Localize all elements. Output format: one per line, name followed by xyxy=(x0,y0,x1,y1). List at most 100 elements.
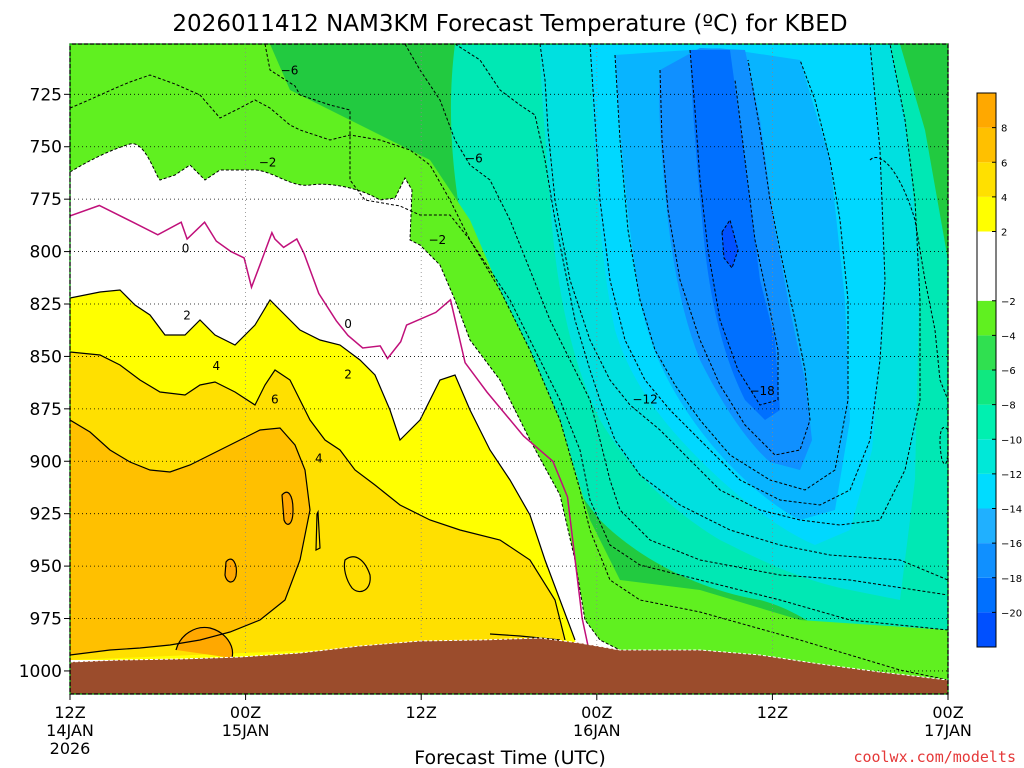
x-tick-date: 17JAN xyxy=(924,721,972,740)
x-tick-time: 12Z xyxy=(406,703,437,722)
colorbar-swatch xyxy=(977,543,996,578)
contour-label: 0 xyxy=(344,317,352,331)
contour-label: −6 xyxy=(281,63,299,77)
x-tick-date: 14JAN xyxy=(46,721,94,740)
x-tick-time: 00Z xyxy=(230,703,261,722)
contour-minus-14 xyxy=(589,44,886,506)
colorbar-swatch xyxy=(977,300,996,336)
colorbar-swatch xyxy=(977,127,996,163)
contour-minus-16 xyxy=(614,54,849,491)
x-axis-label: Forecast Time (UTC) xyxy=(414,747,605,768)
colorbar-swatch xyxy=(977,508,996,544)
ground-surface xyxy=(70,638,948,694)
colorbar-label: 6 xyxy=(1001,158,1007,169)
colorbar-label: 8 xyxy=(1001,124,1007,135)
contour-minus-2 xyxy=(70,143,621,651)
contour-label: −12 xyxy=(632,393,657,407)
colorbar-swatch xyxy=(977,162,996,197)
colorbar-swatch xyxy=(977,231,996,301)
colorbar-label: 4 xyxy=(1001,193,1007,204)
colorbar-swatch xyxy=(977,93,996,128)
contour-minus-10-right xyxy=(869,157,948,401)
contour-8-small-2 xyxy=(224,558,237,583)
colorbar-label: −18 xyxy=(1001,574,1022,585)
field-band-8-small xyxy=(282,492,293,525)
ground-surface-edge xyxy=(70,637,948,681)
colorbar-swatch xyxy=(977,196,996,232)
y-tick-label: 925 xyxy=(30,505,62,525)
colorbar-swatch xyxy=(977,577,996,613)
field-band-4-island xyxy=(344,556,371,592)
colorbar-label: −4 xyxy=(1001,331,1016,342)
x-tick-time: 12Z xyxy=(757,703,788,722)
colorbar-label: −2 xyxy=(1001,297,1016,308)
contour-minus-18 xyxy=(659,59,811,456)
y-tick-label: 725 xyxy=(30,85,62,105)
credit-link[interactable]: coolwx.com/modelts xyxy=(853,748,1016,766)
y-tick-label: 775 xyxy=(30,190,62,210)
contour-minus-22 xyxy=(721,218,739,270)
contour-labels: −6 −2 −6 −2 0 2 0 4 2 6 4 −12 −18 xyxy=(182,63,775,465)
x-tick-date: 16JAN xyxy=(573,721,621,740)
dotted-grid xyxy=(70,44,948,694)
positive-contours xyxy=(70,289,576,659)
colorbar-swatch xyxy=(977,439,996,474)
contour-2 xyxy=(70,289,576,641)
y-tick-label: 900 xyxy=(30,452,62,472)
colorbar-label: −10 xyxy=(1001,435,1022,446)
negative-contours xyxy=(70,44,948,681)
field-band-6 xyxy=(70,420,310,655)
contour-label: −2 xyxy=(259,156,277,170)
contour-label: 2 xyxy=(183,309,191,323)
colorbar-label: −12 xyxy=(1001,470,1022,481)
x-tick-time: 00Z xyxy=(932,703,963,722)
contour-label: 4 xyxy=(213,359,221,373)
colorbar: 8 6 4 2 −2 −4 −6 −8 −10 −12 −14 −16 −18 −20 xyxy=(976,92,1022,648)
y-tick-label: 800 xyxy=(30,243,62,263)
contour-minus-20 xyxy=(689,49,779,406)
colorbar-label: −14 xyxy=(1001,505,1022,516)
y-tick-label: 850 xyxy=(30,347,62,367)
colorbar-swatch xyxy=(977,473,996,509)
field-band-minus-20 xyxy=(690,50,780,420)
colorbar-swatch xyxy=(977,612,996,647)
colorbar-swatch xyxy=(977,335,996,370)
y-tick-label: 750 xyxy=(30,138,62,158)
field-band-minus-22 xyxy=(722,220,738,268)
colorbar-label: −6 xyxy=(1001,366,1016,377)
contour-minus-10 xyxy=(454,44,948,581)
y-tick-label: 975 xyxy=(30,610,62,630)
contour-label: −18 xyxy=(749,384,774,398)
contour-minus-4 xyxy=(70,74,948,681)
contour-minus-6 xyxy=(264,44,948,631)
x-tick-time: 12Z xyxy=(54,703,85,722)
y-axis: 725 750 775 800 825 850 875 900 925 950 975 1000 xyxy=(19,85,70,682)
y-tick-label: 1000 xyxy=(19,662,62,682)
colorbar-label: 2 xyxy=(1001,228,1007,239)
contour-6-spike xyxy=(315,509,321,551)
plot-frame-accent xyxy=(69,43,949,695)
x-tick-date: 15JAN xyxy=(222,721,270,740)
contour-label: 4 xyxy=(315,451,323,465)
x-tick-year: 2026 xyxy=(50,739,91,758)
contour-label: 0 xyxy=(182,242,190,256)
contour-label: 2 xyxy=(344,367,352,381)
contour-4-island xyxy=(343,556,371,593)
y-tick-label: 825 xyxy=(30,295,62,315)
contour-minus-8 xyxy=(404,44,948,596)
y-tick-label: 950 xyxy=(30,557,62,577)
chart-title: 2026011412 NAM3KM Forecast Temperature (… xyxy=(172,11,847,37)
colorbar-label: −16 xyxy=(1001,539,1022,550)
colorbar-label: −8 xyxy=(1001,401,1016,412)
contour-8-small xyxy=(281,491,294,525)
x-tick-time: 00Z xyxy=(581,703,612,722)
contour-minus-12 xyxy=(539,44,921,526)
contour-8 xyxy=(175,626,234,659)
zero-degree-isotherm xyxy=(70,204,589,646)
contour-label: −6 xyxy=(465,151,483,165)
contour-label: −2 xyxy=(428,233,446,247)
contour-label: 6 xyxy=(271,393,279,407)
colorbar-swatch xyxy=(977,404,996,440)
